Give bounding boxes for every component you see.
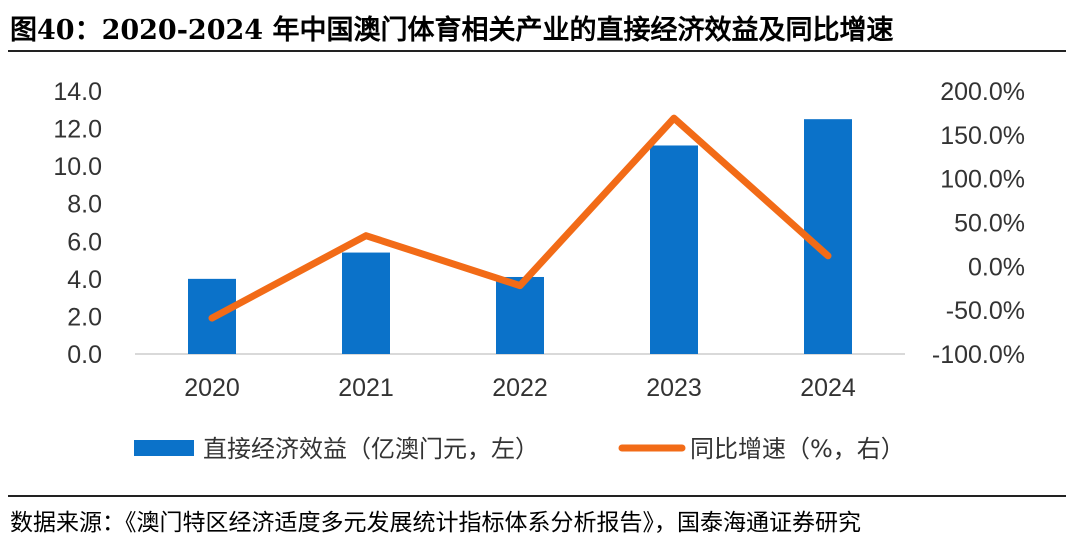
left-y-tick-label: 10.0 [53,153,102,181]
growth-point-2023 [673,117,675,120]
line-series [208,114,832,322]
legend-swatch-bar [134,440,194,456]
title-divider [8,50,1066,52]
x-tick-label: 2023 [646,374,702,402]
legend-label-bar: 直接经济效益（亿澳门元，左） [203,435,539,463]
x-tick-label: 2021 [338,374,394,402]
bar-series [188,119,852,354]
growth-point-2020 [211,317,213,320]
growth-point-2022 [519,284,521,287]
growth-line [208,114,832,322]
left-y-tick-label: 12.0 [53,116,102,144]
left-y-tick-label: 8.0 [67,191,102,219]
growth-point-2024 [827,254,829,257]
right-y-tick-label: -100.0% [932,341,1025,369]
source-divider [8,495,1066,497]
right-y-tick-label: 0.0% [968,253,1025,281]
x-tick-label: 2024 [800,374,856,402]
right-y-tick-label: 200.0% [940,78,1025,106]
legend-label-line: 同比增速（%，右） [690,435,905,463]
chart-legend: 直接经济效益（亿澳门元，左） 同比增速（%，右） [134,435,905,463]
left-y-tick-label: 0.0 [67,341,102,369]
right-y-tick-label: -50.0% [946,297,1025,325]
left-y-axis-ticks: 0.0 2.0 4.0 6.0 8.0 10.0 12.0 14.0 [53,78,102,369]
left-y-tick-label: 6.0 [67,228,102,256]
left-y-tick-label: 14.0 [53,78,102,106]
right-y-tick-label: 50.0% [954,210,1025,238]
bar-2022 [496,276,544,354]
source-note: 数据来源：《澳门特区经济适度多元发展统计指标体系分析报告》，国泰海通证券研究 [10,510,861,536]
left-y-tick-label: 2.0 [67,303,102,331]
right-y-tick-label: 100.0% [940,166,1025,194]
x-axis-ticks: 2020 2021 2022 2023 2024 [184,374,856,402]
x-tick-label: 2022 [492,374,548,402]
bar-2023 [650,145,698,354]
bar-2021 [342,252,390,354]
x-tick-label: 2020 [184,374,240,402]
right-y-axis-ticks: -100.0% -50.0% 0.0% 50.0% 100.0% 150.0% 200.0% [932,78,1025,369]
right-y-tick-label: 150.0% [940,122,1025,150]
chart-title: 图40：2020-2024 年中国澳门体育相关产业的直接经济效益及同比增速 [10,15,894,46]
bar-2024 [804,119,852,354]
left-y-tick-label: 4.0 [67,266,102,294]
growth-point-2021 [365,234,367,237]
